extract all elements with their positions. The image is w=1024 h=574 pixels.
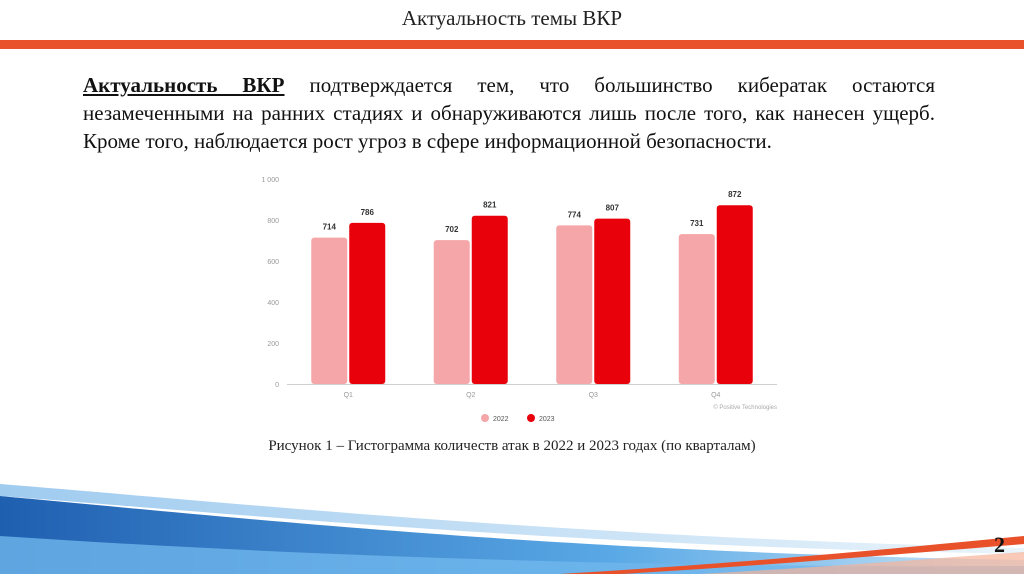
y-tick-label: 1 000 — [261, 177, 279, 184]
bar-2023-Q1 — [349, 222, 386, 384]
y-tick-label: 600 — [267, 259, 279, 266]
bar-2023-Q3 — [594, 218, 631, 384]
bar-2022-Q1 — [311, 237, 348, 384]
slide-number: 2 — [994, 532, 1005, 557]
body-paragraph: Актуальность ВКР подтверждается тем, что… — [83, 71, 935, 155]
data-label: 714 — [323, 223, 337, 232]
legend-label: 2022 — [493, 416, 509, 423]
x-tick-label: Q2 — [466, 392, 475, 399]
figure-caption: Рисунок 1 – Гистограмма количеств атак в… — [268, 438, 756, 454]
y-tick-label: 200 — [267, 341, 279, 348]
bar-2022-Q3 — [556, 225, 593, 384]
y-tick-label: 0 — [275, 382, 279, 389]
x-tick-label: Q1 — [344, 392, 353, 399]
bar-2023-Q2 — [471, 215, 508, 384]
data-label: 774 — [568, 210, 582, 219]
bar-2023-Q4 — [716, 205, 753, 384]
paragraph-text: подтверждается тем, что большинство кибе… — [83, 73, 935, 153]
decorative-swoosh — [0, 484, 1024, 574]
data-label: 807 — [606, 204, 620, 213]
title-accent-bar — [0, 40, 1024, 49]
source-note: © Positive Technologies — [713, 404, 777, 411]
paragraph-lead: Актуальность ВКР — [83, 73, 285, 97]
data-label: 872 — [728, 190, 742, 199]
bar-chart: 0 200 400 600 800 1 000 714 786 Q1 702 821 Q2 774 807… — [261, 177, 777, 423]
data-label: 821 — [483, 201, 497, 210]
x-tick-label: Q4 — [711, 392, 720, 399]
bar-2022-Q2 — [433, 240, 470, 384]
bar-2022-Q4 — [678, 234, 715, 384]
data-label: 731 — [690, 219, 704, 228]
legend-marker-2023 — [527, 414, 535, 422]
y-tick-label: 400 — [267, 300, 279, 307]
legend-marker-2022 — [481, 414, 489, 422]
data-label: 786 — [361, 208, 375, 217]
y-tick-label: 800 — [267, 218, 279, 225]
x-tick-label: Q3 — [589, 392, 598, 399]
legend-label: 2023 — [539, 416, 555, 423]
data-label: 702 — [445, 225, 459, 234]
slide-title: Актуальность темы ВКР — [401, 6, 623, 30]
